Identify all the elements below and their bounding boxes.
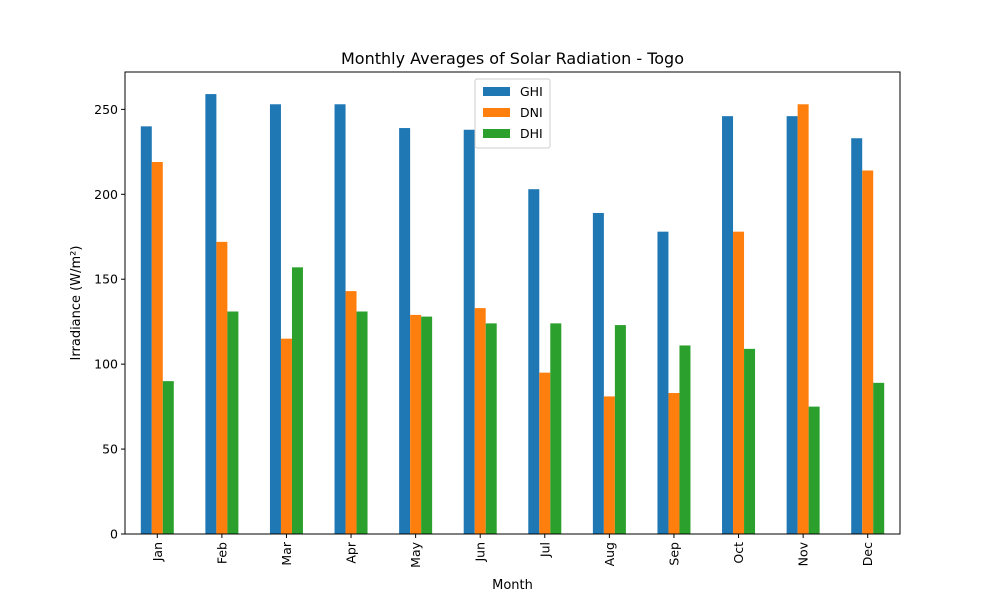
- bar-dni-apr: [345, 291, 357, 534]
- legend-swatch-dni: [483, 108, 510, 117]
- bar-dni-jan: [151, 162, 163, 534]
- x-tick-label: Sep: [666, 542, 681, 566]
- bar-ghi-nov: [786, 116, 798, 534]
- bar-dni-jun: [474, 308, 486, 534]
- bar-dni-jul: [539, 372, 551, 534]
- bar-dhi-jan: [162, 381, 174, 534]
- y-tick-label: 250: [94, 102, 118, 117]
- legend-label-ghi: GHI: [520, 84, 543, 99]
- bar-dni-may: [410, 314, 422, 534]
- x-tick-label: Aug: [602, 542, 617, 566]
- x-tick-label: May: [408, 541, 423, 567]
- x-axis: Jan Feb Mar Apr May Jun Jul Aug Sep Oct Nov Dec: [150, 534, 875, 568]
- bar-ghi-aug: [592, 212, 604, 535]
- y-tick-label: 100: [94, 357, 118, 372]
- x-tick-label: Mar: [279, 541, 294, 565]
- bar-dni-dec: [862, 170, 874, 534]
- bar-ghi-dec: [851, 138, 863, 535]
- bar-dhi-sep: [679, 345, 691, 534]
- plot-frame: [124, 71, 901, 535]
- bar-dni-oct: [733, 231, 745, 534]
- bar-dni-sep: [668, 393, 680, 534]
- legend-label-dni: DNI: [520, 105, 543, 120]
- bar-dhi-feb: [227, 311, 239, 534]
- x-tick-label: Oct: [731, 542, 746, 564]
- legend-swatch-dhi: [483, 129, 510, 138]
- x-axis-label: Month: [492, 578, 533, 593]
- y-tick-label: 200: [94, 187, 118, 202]
- bar-dhi-oct: [744, 348, 756, 534]
- bar-dhi-aug: [614, 325, 626, 534]
- x-tick-label: Nov: [796, 541, 811, 566]
- legend-swatch-ghi: [483, 87, 510, 96]
- bar-ghi-may: [399, 128, 411, 535]
- bar-dni-nov: [797, 104, 809, 535]
- bar-dni-aug: [603, 396, 615, 534]
- bar-ghi-mar: [269, 104, 281, 535]
- x-tick-label: Jun: [473, 542, 488, 563]
- bar-dni-mar: [280, 338, 292, 534]
- y-axis-label: Irradiance (W/m²): [69, 246, 84, 361]
- bar-ghi-oct: [722, 116, 734, 534]
- bar-dni-feb: [216, 241, 228, 534]
- legend-label-dhi: DHI: [520, 126, 543, 141]
- x-tick-label: Dec: [860, 542, 875, 566]
- x-tick-label: Feb: [214, 542, 229, 564]
- bar-dhi-nov: [808, 406, 820, 534]
- bar-dhi-may: [421, 316, 433, 534]
- x-tick-label: Jan: [150, 542, 165, 562]
- bar-ghi-jan: [140, 126, 152, 534]
- chart-title: Monthly Averages of Solar Radiation - To…: [341, 49, 684, 68]
- y-tick-label: 50: [102, 442, 118, 457]
- bar-dhi-dec: [873, 382, 885, 534]
- bar-ghi-jun: [463, 129, 475, 534]
- bar-dhi-jun: [485, 323, 497, 534]
- bar-dhi-jul: [550, 323, 562, 534]
- bar-ghi-sep: [657, 231, 669, 534]
- legend: GHI DNI DHI: [474, 78, 551, 149]
- bar-dhi-apr: [356, 311, 368, 534]
- y-tick-label: 150: [94, 272, 118, 287]
- bar-ghi-feb: [205, 94, 217, 534]
- bar-ghi-jul: [528, 189, 540, 534]
- y-tick-label: 0: [110, 527, 118, 542]
- x-tick-label: Jul: [537, 542, 552, 558]
- y-axis: 0 50 100 150 200 250: [94, 102, 125, 542]
- bar-dhi-mar: [291, 267, 303, 534]
- bars-layer: [140, 94, 885, 535]
- bar-ghi-apr: [334, 104, 346, 535]
- x-tick-label: Apr: [344, 541, 359, 563]
